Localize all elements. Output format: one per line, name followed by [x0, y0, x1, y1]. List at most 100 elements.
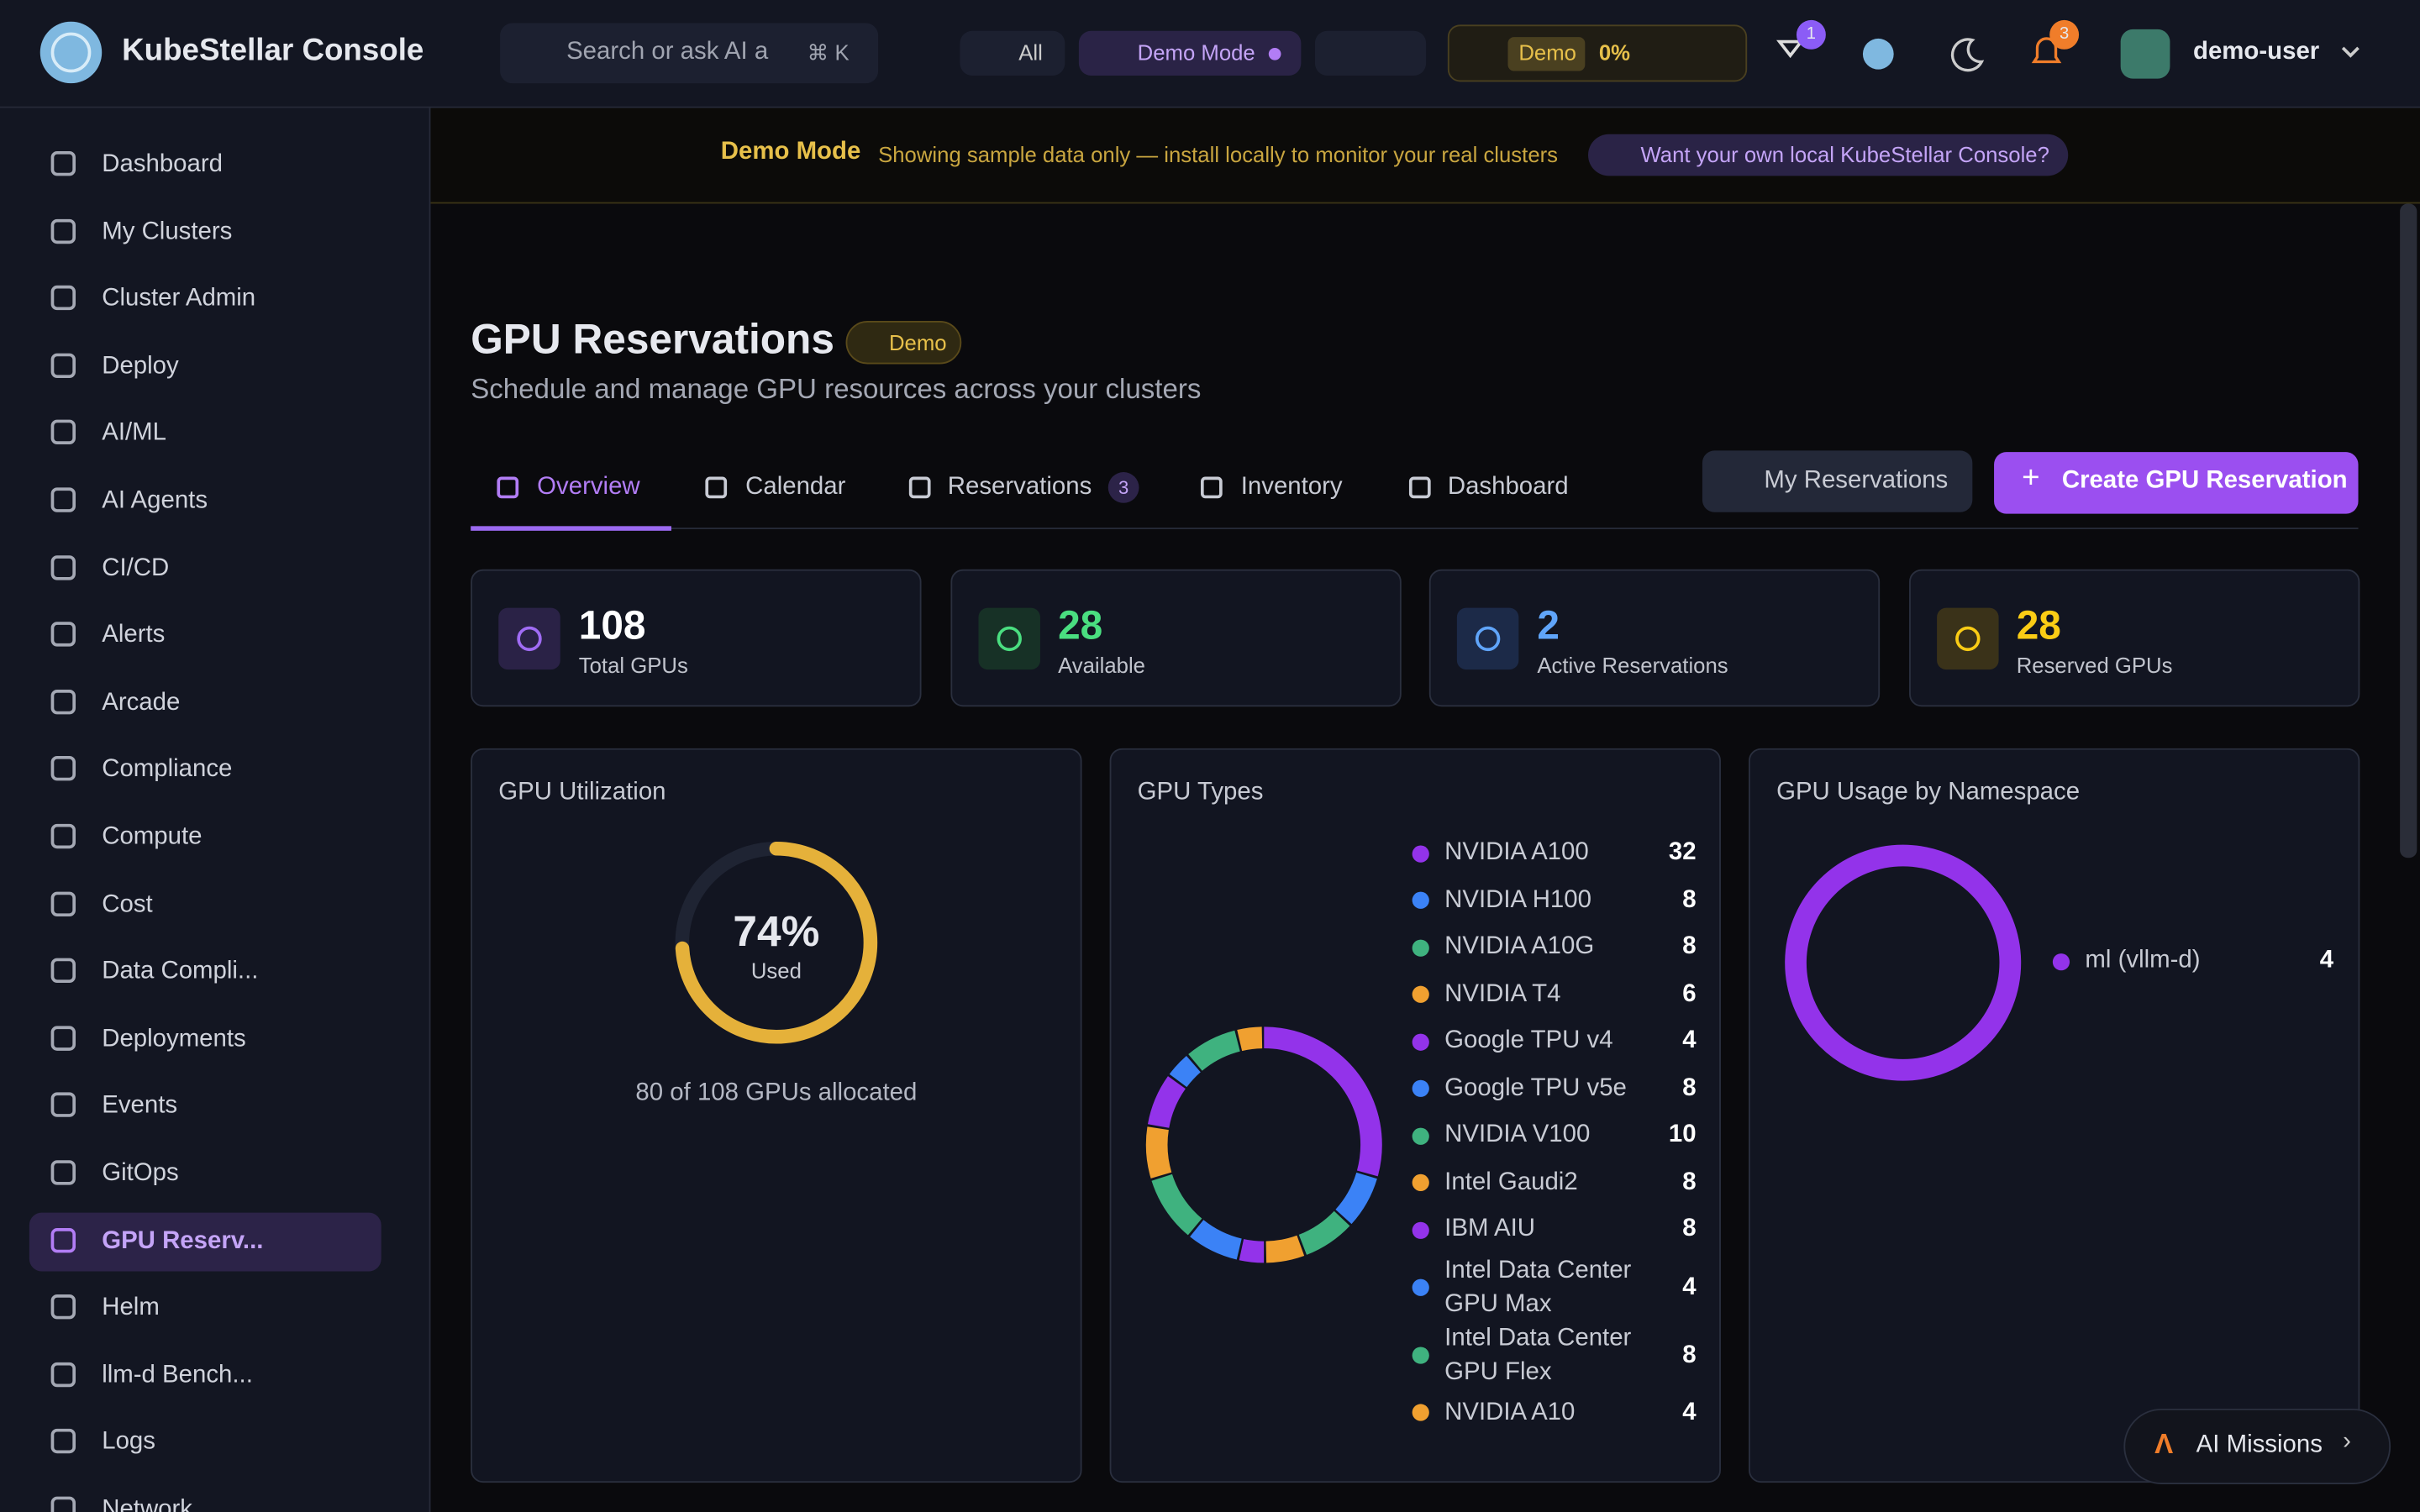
create-plus: + — [2022, 461, 2040, 496]
panel-title: GPU Types — [1137, 779, 1264, 806]
logo-ring — [50, 32, 92, 73]
nav-item[interactable]: Arcade — [102, 689, 181, 716]
gauge-summary: 80 of 108 GPUs allocated — [635, 1079, 918, 1106]
demo-tag-bg — [1507, 37, 1586, 71]
agent-button[interactable] — [1314, 30, 1427, 76]
tab-icon — [1408, 476, 1431, 499]
tab-icon — [705, 476, 728, 499]
stat-glyph — [1475, 626, 1501, 652]
bug-icon — [1776, 39, 1805, 59]
legend-row: Google TPU v5e 8 — [1412, 1065, 1697, 1112]
stat-glyph — [1954, 626, 1980, 652]
stat-label: Reserved GPUs — [2016, 652, 2173, 678]
legend-dot — [1412, 1278, 1429, 1296]
tab-count: 3 — [1107, 472, 1139, 503]
nav-icon — [50, 1026, 76, 1051]
search-shortcut: ⌘ K — [807, 39, 850, 66]
stat-glyph — [996, 626, 1022, 652]
my-reservations-button[interactable] — [1702, 450, 1973, 512]
nav-item[interactable]: Compliance — [102, 756, 233, 783]
nav-icon — [50, 286, 76, 311]
ai-missions-chevron: › — [2343, 1428, 2351, 1456]
legend-row: IBM AIU 8 — [1412, 1206, 1697, 1253]
nav-icon — [50, 756, 76, 782]
legend-value: 4 — [2319, 948, 2334, 974]
nav-item[interactable]: GitOps — [102, 1160, 179, 1187]
legend-label: Google TPU v4 — [1444, 1027, 1613, 1054]
user-name[interactable]: demo-user — [2193, 38, 2320, 66]
nav-item[interactable]: Cost — [102, 890, 153, 918]
ai-missions-label: AI Missions — [2196, 1431, 2323, 1458]
nav-icon — [50, 353, 76, 378]
donut-segment — [1145, 1026, 1382, 1263]
demo-mode-button[interactable] — [1078, 30, 1302, 76]
legend-label: NVIDIA A100 — [1444, 839, 1589, 866]
nav-item[interactable]: AI/ML — [102, 420, 166, 447]
nav-item[interactable]: llm-d Bench... — [102, 1362, 253, 1389]
legend-dot — [1412, 986, 1429, 1004]
nav-item[interactable]: Data Compli... — [102, 958, 259, 985]
nav-item[interactable]: Deploy — [102, 353, 179, 380]
user-chevron — [2341, 46, 2360, 58]
nav-item[interactable]: GPU Reserv... — [102, 1227, 264, 1254]
legend-row: ml (vllm-d) 4 — [2052, 938, 2334, 985]
legend-value: 6 — [1682, 980, 1697, 1007]
legend-dot — [1412, 845, 1429, 863]
page-badge — [845, 321, 962, 365]
nav-item[interactable]: Helm — [102, 1294, 160, 1321]
legend-label: NVIDIA A10 — [1444, 1399, 1576, 1425]
panel-title: GPU Utilization — [498, 779, 666, 806]
nav-item[interactable]: Logs — [102, 1429, 155, 1456]
gauge-arc — [675, 841, 878, 1044]
create-button[interactable] — [1994, 452, 2359, 514]
nav-item[interactable]: Deployments — [102, 1026, 246, 1053]
search-box[interactable] — [500, 23, 879, 84]
nav-item[interactable]: Compute — [102, 823, 203, 851]
legend-value: 8 — [1682, 1341, 1697, 1368]
tab-icon — [1200, 476, 1223, 499]
ai-missions-button[interactable] — [2123, 1408, 2391, 1484]
nav-item[interactable]: CI/CD — [102, 554, 170, 581]
logo — [39, 21, 103, 84]
tab[interactable]: Inventory — [1240, 473, 1343, 501]
legend-row: Intel Data Center GPU Max 4 — [1412, 1253, 1697, 1321]
filter-button[interactable] — [960, 30, 1065, 76]
cluster-icon — [1862, 38, 1894, 70]
demo-progress[interactable] — [1447, 24, 1748, 82]
tab[interactable]: Calendar — [745, 473, 846, 501]
nav-item[interactable]: Alerts — [102, 622, 166, 648]
banner-cta[interactable] — [1588, 134, 2069, 176]
tab[interactable]: Overview — [537, 473, 640, 501]
nav-item[interactable]: Dashboard — [102, 151, 224, 178]
search-placeholder: Search or ask AI a — [566, 38, 769, 66]
legend-dot — [1412, 1347, 1429, 1364]
nav-icon — [50, 689, 76, 715]
tab[interactable]: Dashboard — [1447, 473, 1569, 501]
avatar — [2120, 29, 2170, 79]
legend-label: IBM AIU — [1444, 1215, 1535, 1243]
nav-icon — [50, 622, 76, 647]
nav-icon — [50, 487, 76, 512]
legend-row: NVIDIA T4 6 — [1412, 971, 1697, 1018]
nav-icon — [50, 554, 76, 580]
legend-label: Intel Data Center GPU Flex — [1444, 1324, 1632, 1385]
theme-icon — [1950, 38, 1985, 72]
nav-item[interactable]: AI Agents — [102, 487, 208, 514]
nav-item[interactable]: Events — [102, 1093, 178, 1120]
legend-row: Google TPU v4 4 — [1412, 1018, 1697, 1065]
legend-label: NVIDIA A10G — [1444, 933, 1595, 960]
nav-icon — [50, 890, 76, 916]
tab[interactable]: Reservations — [947, 473, 1092, 501]
bug-badge: 1 — [1796, 19, 1826, 50]
legend-label: NVIDIA T4 — [1444, 980, 1561, 1007]
nav-item[interactable]: My Clusters — [102, 218, 233, 245]
page-subtitle: Schedule and manage GPU resources across… — [471, 373, 1202, 405]
nav-icon — [50, 1227, 76, 1252]
nav-item[interactable]: Network — [102, 1496, 193, 1512]
nav-item[interactable]: Cluster Admin — [102, 286, 256, 312]
banner-title: Demo Mode — [720, 139, 861, 165]
legend-dot — [1412, 1221, 1429, 1239]
nav-icon — [50, 958, 76, 984]
legend-value: 8 — [1682, 1074, 1697, 1101]
legend-value: 4 — [1682, 1399, 1697, 1425]
